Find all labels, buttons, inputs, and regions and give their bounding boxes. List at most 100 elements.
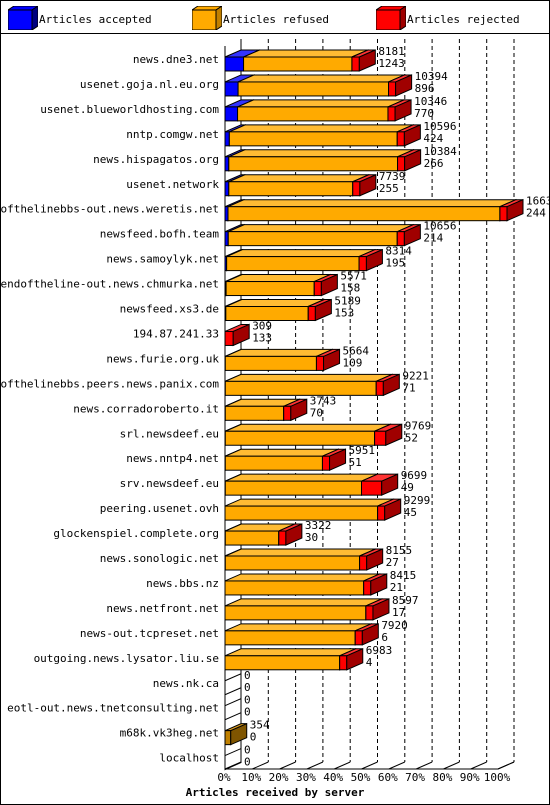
category-label: glockenspiel.complete.org bbox=[53, 527, 219, 540]
category-label: newsfeed.bofh.team bbox=[100, 228, 220, 241]
x-tick-label: 60% bbox=[378, 771, 398, 784]
category-label: outgoing.news.lysator.liu.se bbox=[34, 652, 219, 665]
bar-refused bbox=[224, 480, 362, 496]
total-label: 309 bbox=[252, 319, 272, 332]
accepted-label: 1243 bbox=[378, 57, 405, 70]
bar-rejected bbox=[313, 281, 322, 297]
bar-rejected-side bbox=[358, 49, 376, 72]
accepted-label: 71 bbox=[402, 381, 415, 394]
bar-accepted bbox=[224, 181, 230, 197]
category-label: news.nntp4.net bbox=[126, 452, 219, 465]
total-label: 9299 bbox=[404, 494, 431, 507]
category-label: news.furie.org.uk bbox=[106, 352, 219, 365]
bar-rejected bbox=[315, 355, 325, 371]
total-label: 8314 bbox=[385, 245, 412, 258]
bar-refused bbox=[227, 231, 398, 247]
category-label: news-out.tcpreset.net bbox=[80, 627, 219, 640]
bar-rejected bbox=[396, 231, 405, 247]
accepted-label: 266 bbox=[424, 157, 444, 170]
bar-rejected-side bbox=[385, 423, 403, 447]
bar-refused bbox=[224, 630, 356, 646]
bar-rejected bbox=[283, 405, 292, 421]
bar-refused-top bbox=[237, 74, 405, 83]
bar-rejected-side bbox=[365, 248, 383, 272]
bar-rejected bbox=[359, 555, 368, 571]
bar-rejected-side bbox=[314, 298, 332, 322]
accepted-label: 6 bbox=[381, 631, 388, 644]
bar-refused bbox=[237, 81, 390, 97]
bar-segment-side bbox=[230, 722, 248, 746]
bar-rejected-side bbox=[359, 173, 377, 197]
bar-refused-top bbox=[225, 548, 376, 557]
bar-rejected bbox=[374, 430, 387, 446]
floor-tick bbox=[306, 761, 324, 770]
bar-rejected bbox=[377, 505, 386, 521]
category-label: m68k.vk3heg.net bbox=[120, 727, 219, 740]
accepted-label: 51 bbox=[349, 456, 362, 469]
bar-rejected-side bbox=[394, 99, 412, 122]
category-label: localhost bbox=[159, 752, 219, 765]
total-label: 5664 bbox=[343, 344, 370, 357]
bar-rejected bbox=[388, 81, 397, 97]
accepted-label: 0 bbox=[250, 731, 257, 744]
bar-rejected bbox=[361, 480, 383, 496]
bar-rejected-side bbox=[290, 398, 308, 422]
bar-refused bbox=[224, 455, 323, 471]
accepted-label: 214 bbox=[423, 232, 443, 245]
bar-rejected-side bbox=[404, 149, 422, 172]
total-label: 0 bbox=[244, 744, 251, 757]
accepted-label: 49 bbox=[401, 481, 414, 494]
bar-refused-top bbox=[224, 623, 372, 632]
bar-rejected bbox=[499, 206, 508, 222]
total-label: 6983 bbox=[366, 644, 393, 657]
bar-refused bbox=[228, 181, 354, 197]
total-label: 9769 bbox=[405, 419, 432, 432]
bar-rejected-side bbox=[320, 273, 338, 297]
accepted-label: 0 bbox=[244, 706, 251, 719]
bar-refused bbox=[224, 505, 379, 521]
empty-bar bbox=[224, 747, 242, 771]
floor-tick bbox=[497, 761, 515, 770]
legend-swatch-refused bbox=[192, 6, 222, 30]
bar-rejected-side bbox=[506, 198, 524, 222]
category-label: eotl-out.news.tnetconsulting.net bbox=[7, 702, 219, 715]
floor-tick bbox=[279, 761, 296, 770]
bar-refused-top bbox=[225, 373, 393, 382]
bar-refused bbox=[224, 605, 367, 621]
bar-segment bbox=[224, 330, 234, 346]
floor-tick bbox=[470, 761, 487, 770]
bar-rejected-side bbox=[329, 448, 347, 471]
floor-tick bbox=[361, 761, 378, 770]
bar-refused-top bbox=[225, 473, 378, 482]
bar-rejected-side bbox=[395, 74, 413, 97]
bar-refused-top bbox=[224, 573, 380, 582]
total-label: 3743 bbox=[310, 394, 337, 407]
bar-refused-top bbox=[228, 149, 414, 158]
bar-refused-top bbox=[225, 423, 391, 432]
total-label: 16634 bbox=[526, 195, 550, 208]
x-tick-label: 50% bbox=[351, 771, 371, 784]
bar-rejected-side bbox=[366, 548, 384, 571]
bar-refused-top bbox=[229, 124, 414, 133]
category-label: usenet.goja.nl.eu.org bbox=[80, 78, 219, 91]
bar-refused-top bbox=[224, 498, 394, 507]
bar-refused bbox=[237, 106, 389, 122]
bar-refused-top bbox=[225, 274, 331, 283]
x-tick-label: 70% bbox=[405, 771, 425, 784]
floor-tick bbox=[443, 761, 460, 770]
bar-rejected bbox=[351, 56, 360, 72]
bar-refused bbox=[227, 206, 501, 222]
bar-refused-top bbox=[243, 49, 369, 58]
empty-bar bbox=[224, 697, 242, 721]
bar-refused bbox=[224, 405, 285, 421]
bar-accepted bbox=[224, 106, 239, 122]
bar-rejected-side bbox=[361, 623, 379, 646]
bar-rejected-side bbox=[403, 223, 421, 247]
bar-refused bbox=[225, 306, 309, 321]
x-tick-label: 30% bbox=[296, 771, 316, 784]
category-label: news.hispagatos.org bbox=[93, 153, 219, 166]
bar-rejected bbox=[321, 455, 331, 471]
accepted-label: 153 bbox=[334, 307, 354, 320]
x-axis-title: Articles received by server bbox=[185, 786, 365, 799]
